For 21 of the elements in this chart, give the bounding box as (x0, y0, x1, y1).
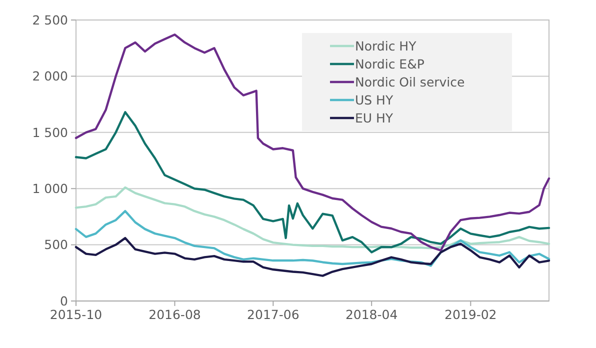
line-series (74, 210, 550, 267)
x-tick-label: 2016-08 (148, 307, 201, 322)
line-series (74, 34, 550, 252)
legend-label: EU HY (355, 110, 394, 126)
x-tick-label: 2015-10 (50, 307, 102, 322)
y-tick-label: 0 (60, 293, 68, 308)
y-tick-label: 2 000 (32, 68, 68, 84)
y-tick-label: 500 (44, 237, 68, 252)
line-series (74, 236, 550, 277)
line-series (74, 186, 550, 250)
legend-label: Nordic E&P (355, 56, 425, 72)
legend-label: US HY (355, 92, 394, 108)
x-tick-label: 2018-04 (345, 307, 398, 322)
legend-label: Nordic HY (355, 38, 417, 54)
legend-label: Nordic Oil service (355, 74, 466, 90)
x-tick-label: 2019-02 (444, 307, 497, 322)
y-tick-label: 1 000 (32, 180, 68, 196)
y-tick-label: 2 500 (32, 12, 68, 28)
line-series (74, 111, 550, 254)
y-tick-label: 1 500 (32, 124, 68, 140)
x-tick-label: 2017-06 (247, 307, 300, 322)
